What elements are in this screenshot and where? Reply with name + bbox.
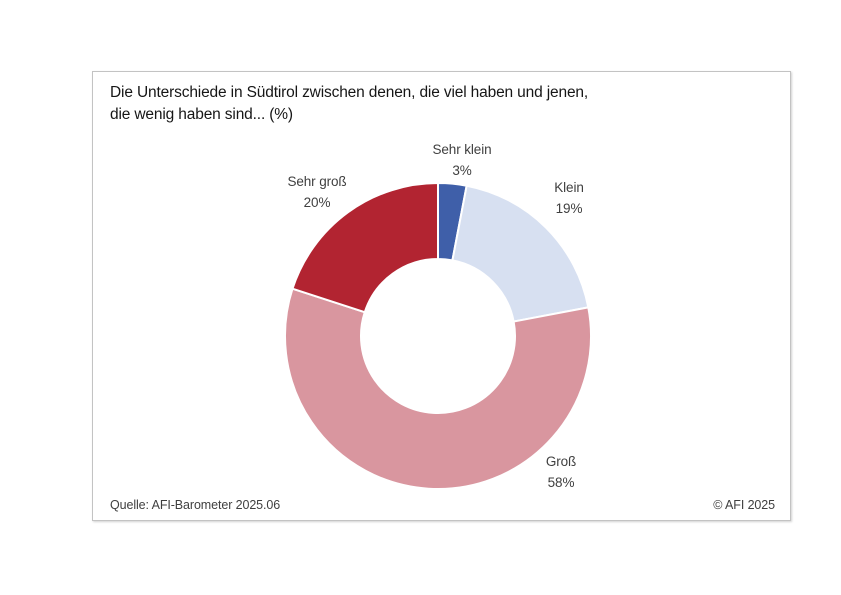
- slice-label-sehr-klein-value: 3%: [452, 162, 472, 178]
- donut-slice-gross: [284, 287, 592, 490]
- slice-label-sehr-gross-value: 20%: [303, 194, 331, 210]
- donut-slice-sehr-gross: [291, 182, 439, 314]
- chart-title-line2: die wenig haben sind... (%): [110, 106, 293, 123]
- slice-label-sehr-klein-name: Sehr klein: [432, 142, 492, 157]
- source-note: Quelle: AFI-Barometer 2025.06: [110, 498, 281, 512]
- slice-label-klein-value: 19%: [555, 200, 583, 216]
- donut-slice-klein: [451, 184, 590, 323]
- slice-label-sehr-klein: Sehr klein 3%: [397, 140, 527, 181]
- copyright-note: © AFI 2025: [713, 498, 775, 512]
- slice-label-gross-value: 58%: [547, 474, 575, 490]
- chart-title: Die Unterschiede in Südtirol zwischen de…: [110, 82, 588, 126]
- slice-label-gross: Groß 58%: [496, 452, 626, 493]
- slice-label-sehr-gross: Sehr groß 20%: [252, 172, 382, 213]
- slice-label-gross-name: Groß: [545, 454, 577, 469]
- chart-title-line1: Die Unterschiede in Südtirol zwischen de…: [110, 84, 589, 101]
- slice-label-klein-name: Klein: [554, 180, 584, 195]
- slice-label-klein: Klein 19%: [504, 178, 634, 219]
- chart-frame: Die Unterschiede in Südtirol zwischen de…: [92, 71, 791, 521]
- slice-label-sehr-gross-name: Sehr groß: [287, 174, 347, 189]
- donut-chart: [284, 182, 592, 490]
